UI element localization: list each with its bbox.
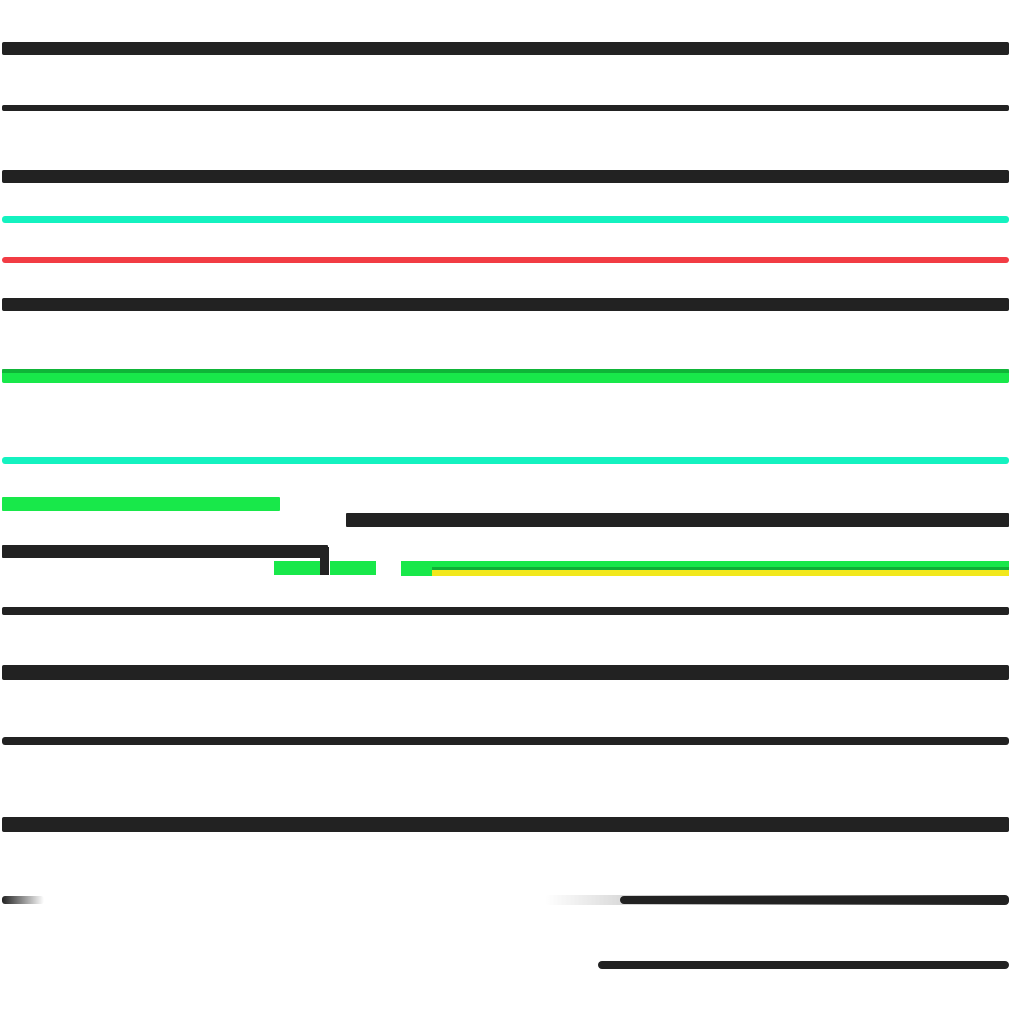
stripe-black-5 xyxy=(2,607,1009,615)
segment-green-left xyxy=(2,497,280,511)
stripe-black-4 xyxy=(2,298,1009,311)
stripe-black-1 xyxy=(2,42,1009,55)
stripe-faded-right-solid xyxy=(620,896,1009,904)
segment-yellow-long xyxy=(432,570,1009,576)
stripe-black-3 xyxy=(2,170,1009,183)
segment-green-small-1 xyxy=(274,561,324,575)
stripe-red xyxy=(2,257,1009,263)
stripe-black-8 xyxy=(2,817,1009,832)
stripe-green-1-edge xyxy=(2,369,1009,373)
stripe-faded-left xyxy=(2,896,44,904)
segment-dark-notch xyxy=(320,547,329,575)
stripe-black-bottom xyxy=(598,961,1009,969)
segment-green-small-2 xyxy=(330,561,376,575)
segment-black-right xyxy=(346,513,1009,527)
stripe-black-7 xyxy=(2,737,1009,745)
segment-green-long-edge xyxy=(432,567,1009,570)
stripe-black-6 xyxy=(2,665,1009,680)
segment-black-left xyxy=(2,545,328,558)
stripe-cyan-2 xyxy=(2,457,1009,464)
stripe-black-2 xyxy=(2,105,1009,111)
stripe-cyan-1 xyxy=(2,216,1009,223)
